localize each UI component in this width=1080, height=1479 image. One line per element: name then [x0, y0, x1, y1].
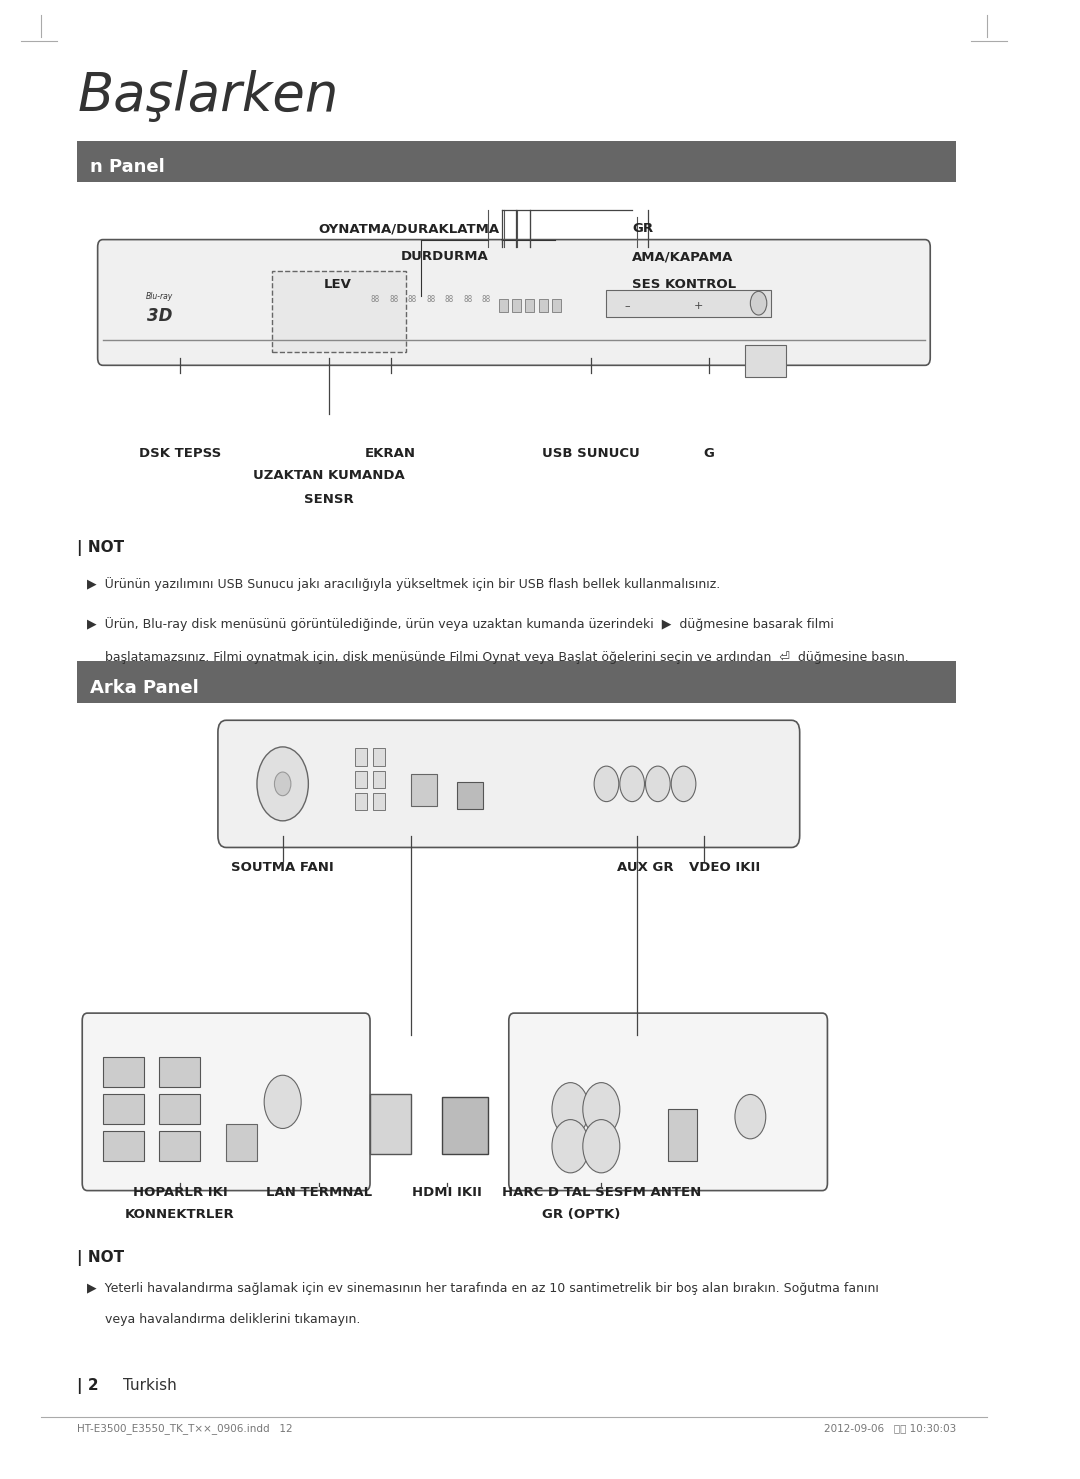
Text: SOUTMA FANI: SOUTMA FANI: [231, 861, 334, 874]
Bar: [103, 1094, 144, 1124]
Text: 88: 88: [370, 294, 380, 303]
Bar: [373, 771, 386, 788]
Bar: [373, 748, 386, 766]
Text: +: +: [694, 302, 704, 311]
Bar: [103, 1131, 144, 1161]
FancyBboxPatch shape: [97, 240, 930, 365]
Circle shape: [646, 766, 671, 802]
Circle shape: [265, 1075, 301, 1128]
Text: veya havalandırma deliklerini tıkamayın.: veya havalandırma deliklerini tıkamayın.: [105, 1313, 361, 1327]
Bar: [226, 1124, 257, 1161]
Text: Turkish: Turkish: [123, 1378, 177, 1393]
Text: G: G: [704, 447, 715, 460]
Text: 88: 88: [407, 294, 417, 303]
Circle shape: [552, 1120, 589, 1173]
Text: HT-E3500_E3550_TK_T××_0906.indd   12: HT-E3500_E3550_TK_T××_0906.indd 12: [77, 1423, 293, 1433]
Text: ▶  Ürünün yazılımını USB Sunucu jakı aracılığıyla yükseltmek için bir USB flash : ▶ Ürünün yazılımını USB Sunucu jakı arac…: [87, 577, 720, 590]
Text: 88: 88: [482, 294, 490, 303]
Text: 88: 88: [463, 294, 472, 303]
Bar: [160, 1057, 201, 1087]
Bar: [354, 771, 367, 788]
Circle shape: [671, 766, 696, 802]
Text: KONNEKTRLER: KONNEKTRLER: [125, 1208, 234, 1222]
Text: OYNATMA/DURAKLATMA: OYNATMA/DURAKLATMA: [319, 222, 500, 235]
Bar: [160, 1131, 201, 1161]
Text: SES KONTROL: SES KONTROL: [632, 278, 737, 291]
Bar: [103, 1057, 144, 1087]
Text: 3D: 3D: [147, 308, 172, 325]
Text: SENSR: SENSR: [305, 493, 354, 506]
Bar: [370, 1094, 411, 1154]
Text: GR (OPTK): GR (OPTK): [541, 1208, 620, 1222]
Bar: [354, 793, 367, 810]
Circle shape: [274, 772, 291, 796]
Text: 88: 88: [426, 294, 435, 303]
Text: n Panel: n Panel: [91, 158, 165, 176]
Bar: [607, 290, 771, 317]
FancyBboxPatch shape: [77, 141, 956, 182]
Text: USB SUNUCU: USB SUNUCU: [542, 447, 640, 460]
Text: | 2: | 2: [77, 1378, 98, 1395]
Text: | NOT: | NOT: [77, 1250, 124, 1266]
Text: HARC D TAL SESFM ANTEN: HARC D TAL SESFM ANTEN: [502, 1186, 701, 1199]
Bar: [539, 299, 548, 312]
Text: ▶  Ürün, Blu-ray disk menüsünü görüntülediğinde, ürün veya uzaktan kumanda üzeri: ▶ Ürün, Blu-ray disk menüsünü görüntüled…: [87, 617, 834, 630]
Text: UZAKTAN KUMANDA: UZAKTAN KUMANDA: [253, 469, 405, 482]
Text: 2012-09-06   오전 10:30:03: 2012-09-06 오전 10:30:03: [824, 1423, 956, 1433]
Text: EKRAN: EKRAN: [365, 447, 416, 460]
Bar: [458, 782, 483, 809]
Bar: [411, 774, 436, 806]
Circle shape: [583, 1120, 620, 1173]
FancyBboxPatch shape: [509, 1013, 827, 1191]
Circle shape: [552, 1083, 589, 1136]
Bar: [499, 299, 508, 312]
Circle shape: [583, 1083, 620, 1136]
Text: LAN TERMNAL: LAN TERMNAL: [266, 1186, 372, 1199]
Text: LEV: LEV: [324, 278, 352, 291]
Bar: [745, 345, 786, 377]
Text: AMA/KAPAMA: AMA/KAPAMA: [632, 250, 733, 263]
Text: DURDURMA: DURDURMA: [401, 250, 488, 263]
FancyBboxPatch shape: [272, 271, 406, 352]
Circle shape: [734, 1094, 766, 1139]
Bar: [512, 299, 522, 312]
Text: DSK TEPSS: DSK TEPSS: [138, 447, 221, 460]
Circle shape: [620, 766, 645, 802]
Bar: [552, 299, 562, 312]
FancyBboxPatch shape: [77, 661, 956, 703]
Circle shape: [594, 766, 619, 802]
Text: ▶  Yeterli havalandırma sağlamak için ev sinemasının her tarafında en az 10 sant: ▶ Yeterli havalandırma sağlamak için ev …: [87, 1282, 879, 1296]
Text: Arka Panel: Arka Panel: [91, 679, 199, 697]
FancyBboxPatch shape: [218, 720, 799, 847]
Text: GR: GR: [632, 222, 653, 235]
Circle shape: [751, 291, 767, 315]
Bar: [525, 299, 535, 312]
Text: AUX GR: AUX GR: [617, 861, 673, 874]
Bar: [354, 748, 367, 766]
FancyBboxPatch shape: [82, 1013, 370, 1191]
Bar: [160, 1094, 201, 1124]
Text: | NOT: | NOT: [77, 540, 124, 556]
Text: 88: 88: [389, 294, 399, 303]
Circle shape: [257, 747, 309, 821]
Text: 88: 88: [445, 294, 454, 303]
Bar: [669, 1109, 697, 1161]
Text: Başlarken: Başlarken: [77, 70, 338, 121]
Text: Blu-ray: Blu-ray: [146, 291, 173, 300]
Text: HOPARLR IKI: HOPARLR IKI: [133, 1186, 227, 1199]
Bar: [373, 793, 386, 810]
Text: VDEO IKII: VDEO IKII: [689, 861, 760, 874]
Bar: [442, 1097, 488, 1154]
Text: HDMI IKII: HDMI IKII: [413, 1186, 482, 1199]
Text: –: –: [624, 302, 630, 311]
Text: başlatamazsınız. Filmi oynatmak için, disk menüsünde Filmi Oynat veya Başlat öğe: başlatamazsınız. Filmi oynatmak için, di…: [105, 651, 908, 664]
